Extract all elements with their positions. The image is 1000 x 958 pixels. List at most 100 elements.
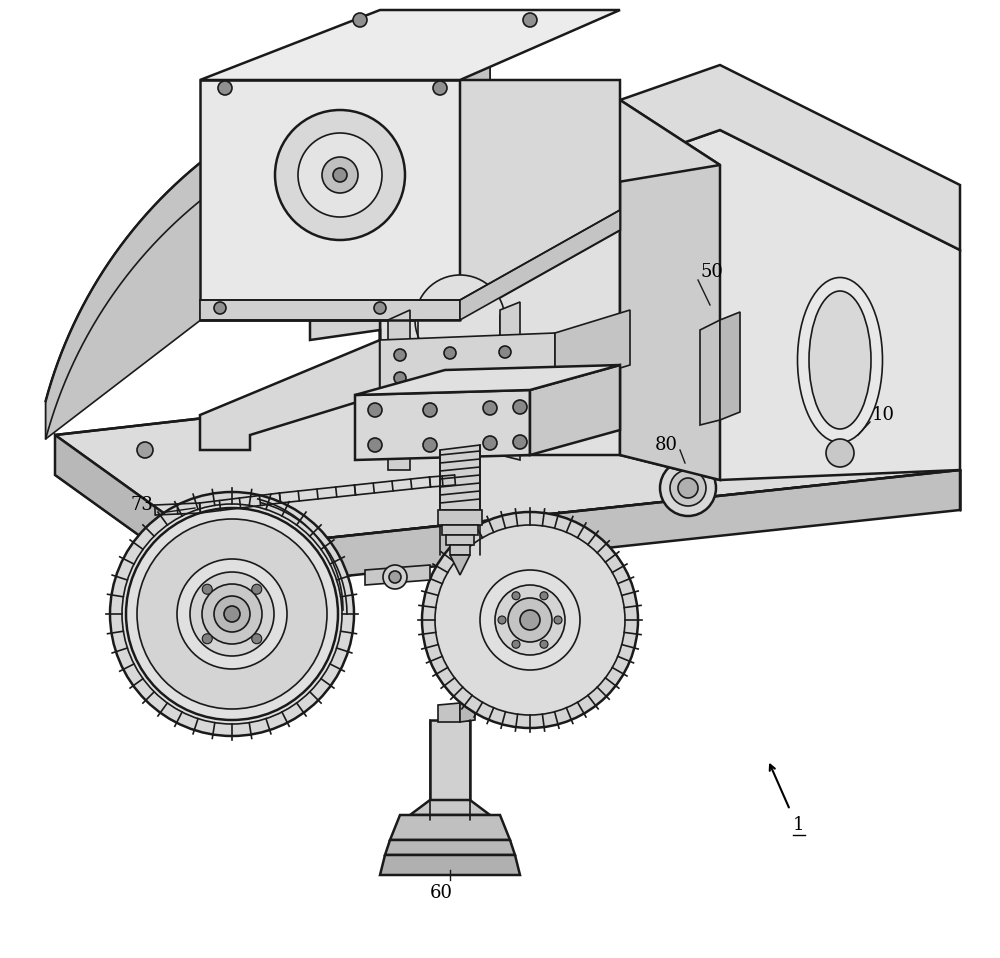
Circle shape — [214, 596, 250, 632]
Ellipse shape — [809, 291, 871, 429]
Polygon shape — [450, 545, 470, 555]
Circle shape — [298, 133, 382, 217]
Polygon shape — [200, 300, 460, 320]
Polygon shape — [310, 140, 380, 455]
Polygon shape — [555, 310, 630, 388]
Ellipse shape — [798, 278, 883, 443]
Polygon shape — [380, 100, 620, 455]
Polygon shape — [620, 65, 960, 250]
Polygon shape — [460, 700, 475, 722]
Polygon shape — [442, 525, 478, 535]
Polygon shape — [200, 80, 460, 320]
Circle shape — [383, 565, 407, 589]
Circle shape — [368, 438, 382, 452]
Polygon shape — [46, 60, 490, 439]
Circle shape — [495, 585, 565, 655]
Circle shape — [513, 400, 527, 414]
Circle shape — [252, 584, 262, 594]
Circle shape — [415, 275, 505, 365]
Polygon shape — [385, 840, 515, 855]
Circle shape — [435, 525, 625, 715]
Circle shape — [423, 438, 437, 452]
Polygon shape — [620, 100, 720, 480]
Circle shape — [137, 442, 153, 458]
Polygon shape — [460, 80, 620, 320]
Circle shape — [137, 519, 327, 709]
Polygon shape — [380, 100, 720, 205]
Circle shape — [202, 584, 212, 594]
Circle shape — [177, 559, 287, 669]
Circle shape — [832, 457, 848, 473]
Polygon shape — [440, 445, 480, 510]
Polygon shape — [530, 365, 620, 455]
Text: 1: 1 — [793, 816, 804, 834]
Polygon shape — [200, 10, 620, 80]
Polygon shape — [55, 435, 215, 590]
Text: 10: 10 — [872, 406, 895, 424]
Polygon shape — [380, 855, 520, 875]
Circle shape — [670, 470, 706, 506]
Circle shape — [423, 403, 437, 417]
Polygon shape — [365, 565, 430, 585]
Circle shape — [480, 570, 580, 670]
Circle shape — [483, 401, 497, 415]
Circle shape — [554, 616, 562, 624]
Polygon shape — [438, 510, 482, 525]
Circle shape — [678, 478, 698, 498]
Circle shape — [499, 346, 511, 358]
Polygon shape — [380, 333, 555, 395]
Circle shape — [444, 347, 456, 359]
Circle shape — [322, 157, 358, 193]
Circle shape — [202, 584, 262, 644]
Polygon shape — [410, 800, 490, 815]
Polygon shape — [46, 60, 490, 439]
Polygon shape — [438, 703, 460, 722]
Polygon shape — [840, 430, 900, 455]
Circle shape — [418, 348, 502, 432]
Circle shape — [122, 504, 342, 724]
Circle shape — [499, 370, 511, 382]
Circle shape — [252, 634, 262, 644]
Polygon shape — [420, 310, 500, 430]
Circle shape — [333, 168, 347, 182]
Circle shape — [374, 302, 386, 314]
Circle shape — [218, 81, 232, 95]
Circle shape — [512, 640, 520, 649]
Polygon shape — [620, 130, 960, 480]
Circle shape — [394, 349, 406, 361]
Polygon shape — [460, 210, 620, 320]
Circle shape — [523, 13, 537, 27]
Polygon shape — [430, 720, 470, 800]
Polygon shape — [450, 555, 470, 575]
Polygon shape — [446, 535, 474, 545]
Text: 73: 73 — [130, 496, 153, 514]
Circle shape — [224, 606, 240, 622]
Polygon shape — [500, 302, 520, 460]
Circle shape — [214, 302, 226, 314]
Circle shape — [394, 372, 406, 384]
Circle shape — [275, 110, 405, 240]
Circle shape — [872, 387, 888, 403]
Circle shape — [110, 492, 354, 736]
Circle shape — [433, 81, 447, 95]
Polygon shape — [388, 310, 410, 470]
Circle shape — [826, 439, 854, 467]
Text: 80: 80 — [655, 436, 678, 454]
Circle shape — [353, 13, 367, 27]
Circle shape — [389, 571, 401, 583]
Polygon shape — [215, 470, 960, 590]
Circle shape — [444, 371, 456, 383]
Text: 50: 50 — [700, 263, 723, 281]
Circle shape — [202, 634, 212, 644]
Polygon shape — [720, 312, 740, 420]
Polygon shape — [700, 320, 720, 425]
Circle shape — [660, 460, 716, 516]
Polygon shape — [390, 815, 510, 840]
Circle shape — [520, 610, 540, 630]
Text: 60: 60 — [430, 884, 453, 902]
Circle shape — [508, 598, 552, 642]
Circle shape — [422, 512, 638, 728]
Circle shape — [368, 403, 382, 417]
Circle shape — [513, 435, 527, 449]
Circle shape — [512, 592, 520, 600]
